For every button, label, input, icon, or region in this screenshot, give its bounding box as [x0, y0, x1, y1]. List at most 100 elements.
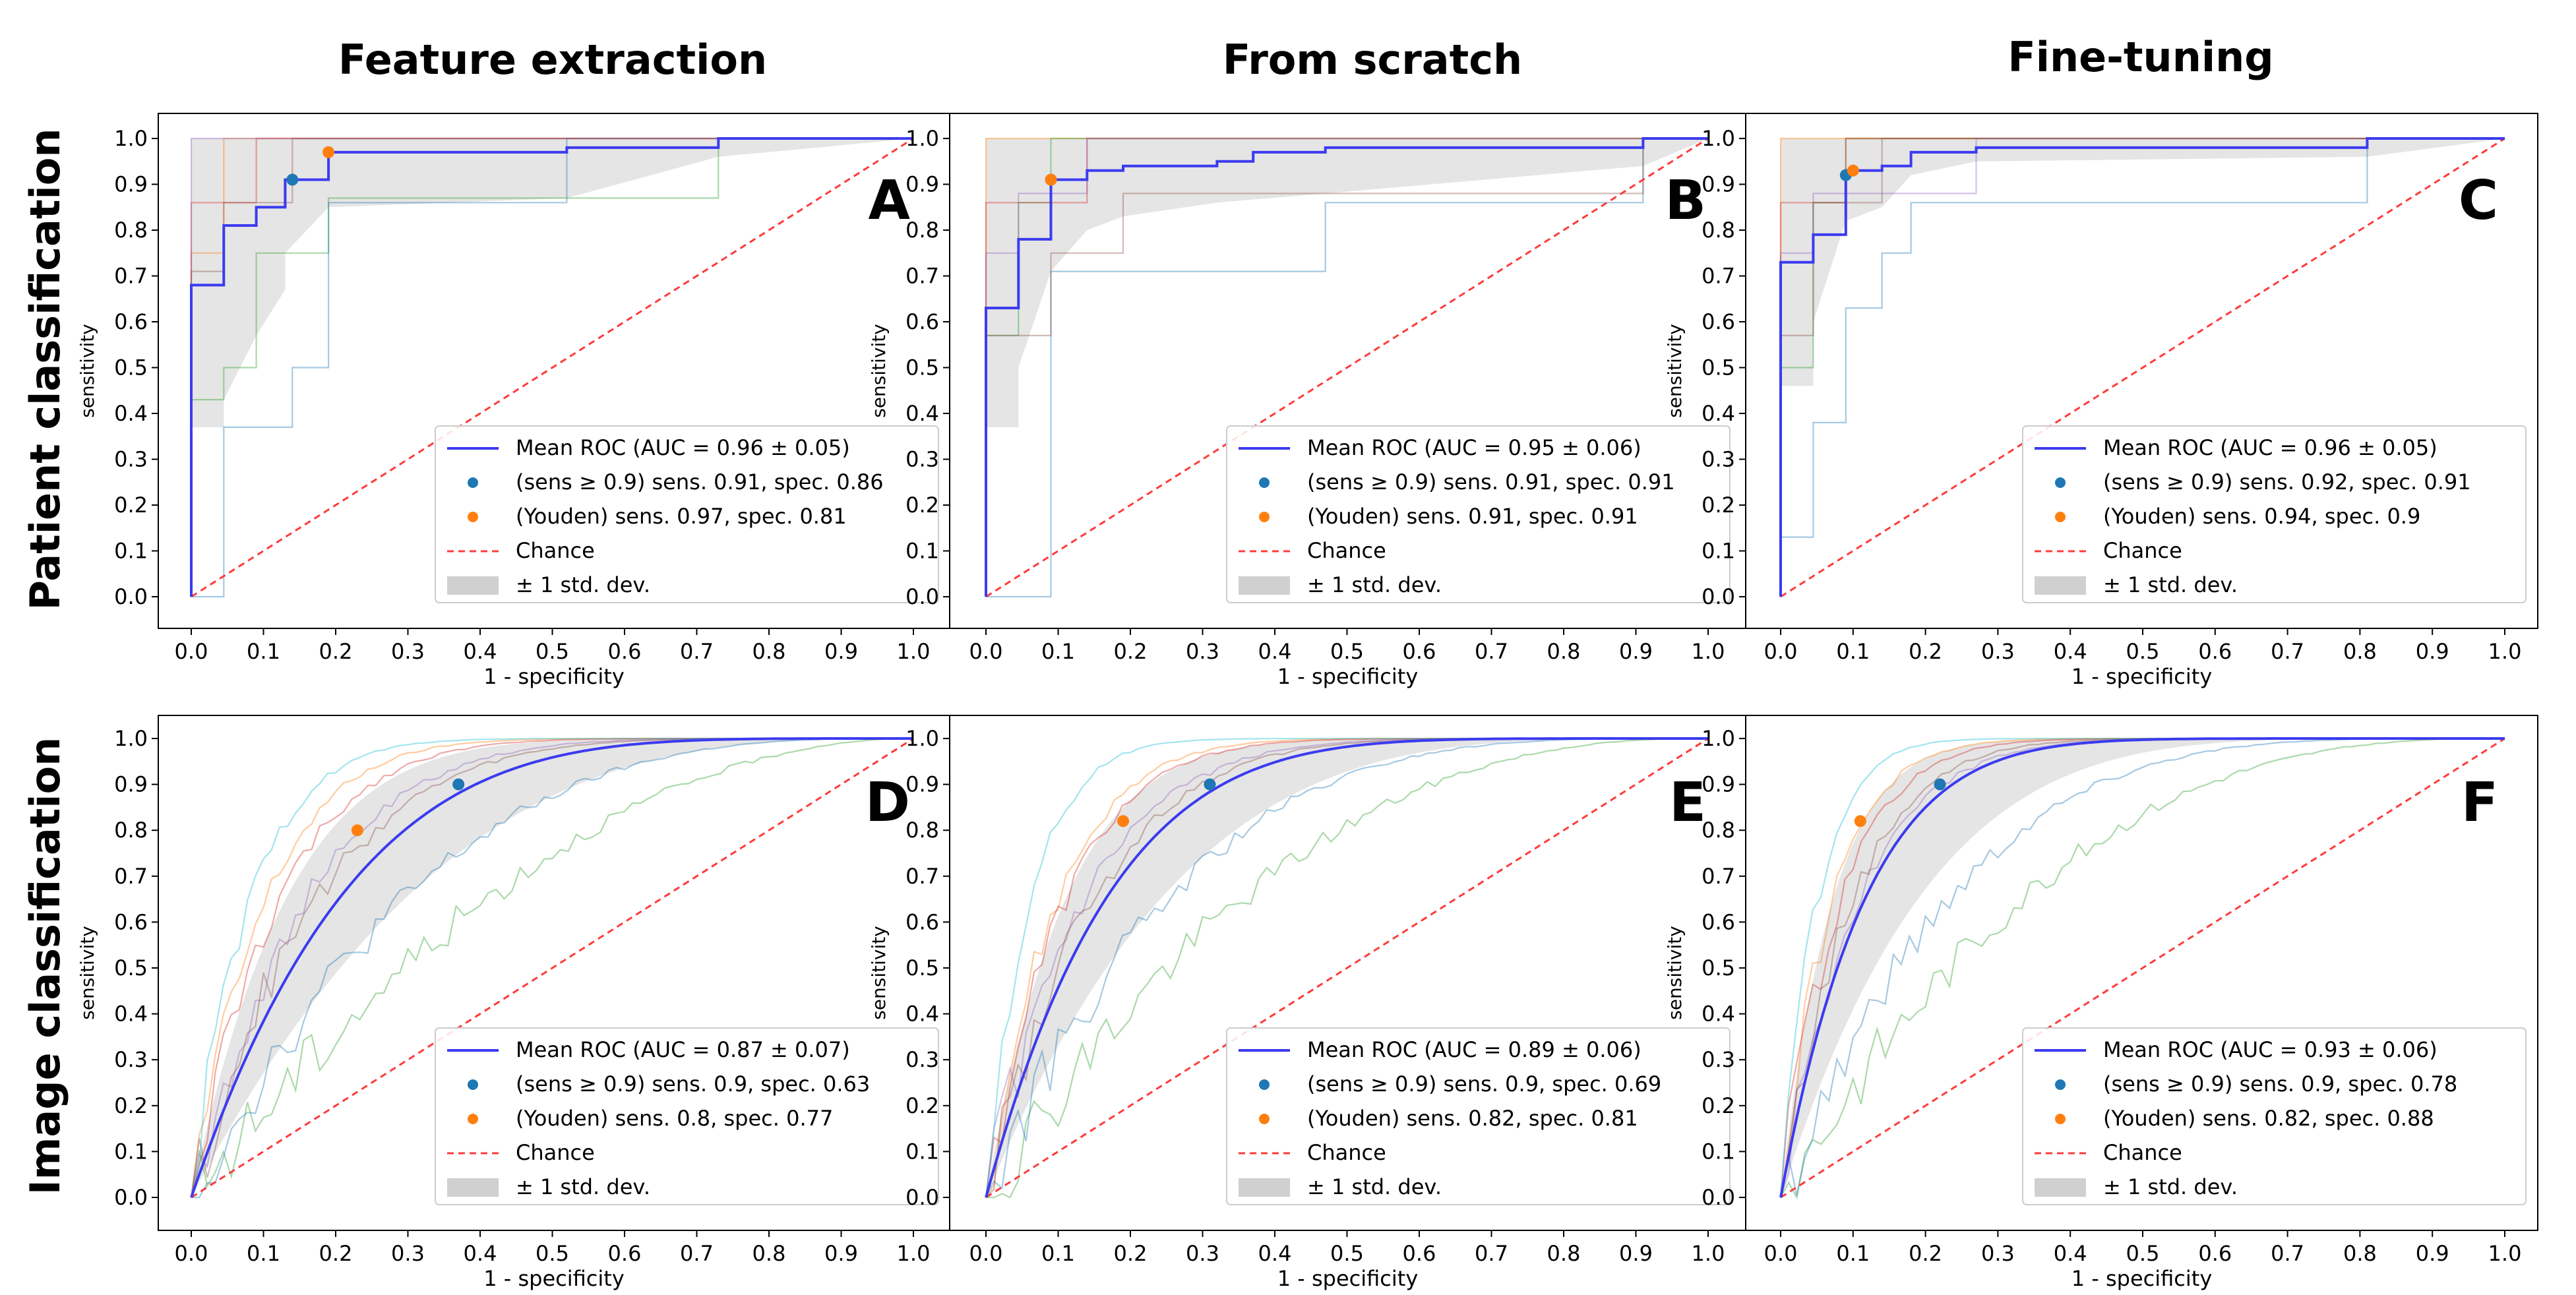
x-tick-label: 0.5 [536, 1241, 569, 1266]
y-tick-label: 0.1 [114, 539, 148, 564]
legend-sens: (sens ≥ 0.9) sens. 0.91, spec. 0.86 [516, 469, 884, 495]
legend-box [435, 1027, 939, 1205]
x-tick-label: 0.8 [2343, 1241, 2377, 1266]
y-tick-label: 0.3 [905, 1047, 939, 1072]
y-tick-label: 0.9 [905, 772, 939, 797]
x-tick-label: 1.0 [2488, 1241, 2522, 1266]
y-tick-label: 1.0 [1702, 126, 1735, 151]
x-tick-label: 0.1 [1836, 639, 1870, 664]
legend-handle [447, 1178, 499, 1197]
legend-youden: (Youden) sens. 0.82, spec. 0.88 [2103, 1106, 2434, 1131]
chance-line [191, 137, 914, 598]
y-tick-label: 0.0 [905, 584, 939, 609]
panels: 0.0 0.0 0.1 0.1 0.2 0.2 0.3 0.3 0.4 0.4 0.5 0.5 0.6 0… [77, 113, 2538, 1291]
y-axis-label: sensitivity [868, 926, 890, 1020]
legend-handle [1239, 1178, 1290, 1197]
x-tick-label: 0.2 [1909, 1241, 1942, 1266]
sens-point [452, 778, 465, 791]
y-tick-label: 0.1 [905, 539, 939, 564]
fold-curve [191, 137, 913, 598]
y-tick-label: 0.4 [1702, 401, 1735, 426]
legend-handle [1259, 1079, 1270, 1090]
y-tick-label: 0.5 [905, 955, 939, 980]
x-tick-label: 0.4 [2054, 1241, 2087, 1266]
y-tick-label: 0.6 [905, 309, 939, 334]
y-tick-label: 0.1 [1702, 539, 1735, 564]
x-tick-label: 0.9 [2416, 1241, 2449, 1266]
y-tick-label: 0.3 [1702, 1047, 1735, 1072]
fold-curve [191, 737, 913, 1199]
legend-mean-roc: Mean ROC (AUC = 0.89 ± 0.06) [1307, 1037, 1641, 1062]
y-tick-label: 0.5 [1702, 955, 1735, 980]
y-tick-label: 0.7 [905, 864, 939, 889]
mean-roc-line [190, 137, 913, 597]
legend-handle [2055, 1079, 2066, 1090]
chance-line [1780, 737, 2505, 1199]
y-tick-label: 0.5 [905, 355, 939, 380]
y-tick-label: 0.5 [114, 955, 148, 980]
fold-curve [1780, 737, 2505, 1200]
y-tick-label: 1.0 [905, 126, 939, 151]
x-tick-label: 0.8 [1547, 1241, 1581, 1266]
x-tick-label: 0.4 [464, 639, 497, 664]
chance-line [985, 137, 1709, 598]
mean-roc-line [985, 737, 1708, 1198]
legend-handle [447, 576, 499, 595]
x-tick-label: 0.4 [2054, 639, 2087, 664]
legend-chance: Chance [516, 538, 595, 563]
legend-youden: (Youden) sens. 0.8, spec. 0.77 [516, 1106, 833, 1131]
panel-frame [1745, 113, 2538, 629]
fold-curve [190, 137, 913, 597]
legend-chance: Chance [2103, 538, 2182, 563]
x-tick-label: 0.9 [1619, 639, 1653, 664]
y-tick-label: 0.4 [114, 401, 148, 426]
x-tick-label: 0.8 [2343, 639, 2377, 664]
y-tick-label: 0.3 [114, 1047, 148, 1072]
y-tick-label: 0.0 [114, 1185, 148, 1210]
x-tick-label: 0.2 [1114, 1241, 1148, 1266]
x-tick-label: 0.5 [2126, 639, 2160, 664]
y-tick-label: 0.7 [114, 864, 148, 889]
legend-box [1226, 1027, 1731, 1205]
mean-roc-line [1779, 137, 2505, 597]
std-band [1781, 138, 2505, 597]
x-tick-label: 0.7 [2271, 639, 2304, 664]
axis-ticks: 0.0 0.0 0.1 0.1 0.2 0.2 0.3 0.3 0.4 0.4 0.5 0.5 0.6 0… [905, 126, 1725, 664]
legend-box [1226, 425, 1731, 603]
legend-box [2022, 425, 2527, 603]
x-axis-label: 1 - specificity [2071, 664, 2213, 689]
legend-box [2022, 1027, 2527, 1205]
legend-chance: Chance [1307, 1140, 1386, 1165]
legend: Mean ROC (AUC = 0.96 ± 0.05) (sens ≥ 0.9)… [2022, 425, 2527, 603]
y-tick-label: 0.1 [905, 1139, 939, 1164]
axis-ticks: 0.0 0.0 0.1 0.1 0.2 0.2 0.3 0.3 0.4 0.4 0.5 0.5 0.6 0… [114, 126, 930, 664]
panel-b: 0.0 0.0 0.1 0.1 0.2 0.2 0.3 0.3 0.4 0.4 0.5 0.5 0.6 0… [868, 113, 1746, 689]
x-tick-label: 0.6 [1403, 1241, 1436, 1266]
x-tick-label: 0.5 [1330, 639, 1364, 664]
x-tick-label: 0.1 [247, 1241, 280, 1266]
panel-letter: D [865, 771, 910, 834]
std-band [986, 738, 1708, 1197]
legend-handle [1259, 1114, 1270, 1124]
y-axis-label: sensitivity [868, 324, 890, 418]
fold-curve [190, 137, 913, 597]
x-tick-label: 0.3 [391, 639, 425, 664]
axis-ticks: 0.0 0.0 0.1 0.1 0.2 0.2 0.3 0.3 0.4 0.4 0.5 0.5 0.6 0… [1702, 126, 2521, 664]
legend-sens: (sens ≥ 0.9) sens. 0.91, spec. 0.91 [1307, 469, 1675, 495]
y-tick-label: 0.2 [1702, 1093, 1735, 1118]
panel-c: 0.0 0.0 0.1 0.1 0.2 0.2 0.3 0.3 0.4 0.4 0.5 0.5 0.6 0… [1664, 113, 2538, 689]
legend: Mean ROC (AUC = 0.93 ± 0.06) (sens ≥ 0.9)… [2022, 1027, 2527, 1205]
legend-handle [468, 512, 478, 522]
chance-line [1780, 137, 2505, 598]
panel-frame [1745, 715, 2538, 1231]
fold-curve [1779, 137, 2505, 597]
sens-point [1204, 778, 1216, 791]
panel-letter: C [2459, 169, 2498, 232]
y-tick-label: 0.4 [905, 1002, 939, 1027]
legend-sens: (sens ≥ 0.9) sens. 0.9, spec. 0.78 [2103, 1071, 2457, 1097]
legend-std: ± 1 std. dev. [516, 572, 650, 597]
mean-roc-line [985, 137, 1708, 597]
chance-line [985, 737, 1709, 1199]
x-tick-label: 0.7 [680, 639, 714, 664]
legend-sens: (sens ≥ 0.9) sens. 0.9, spec. 0.69 [1307, 1071, 1661, 1097]
